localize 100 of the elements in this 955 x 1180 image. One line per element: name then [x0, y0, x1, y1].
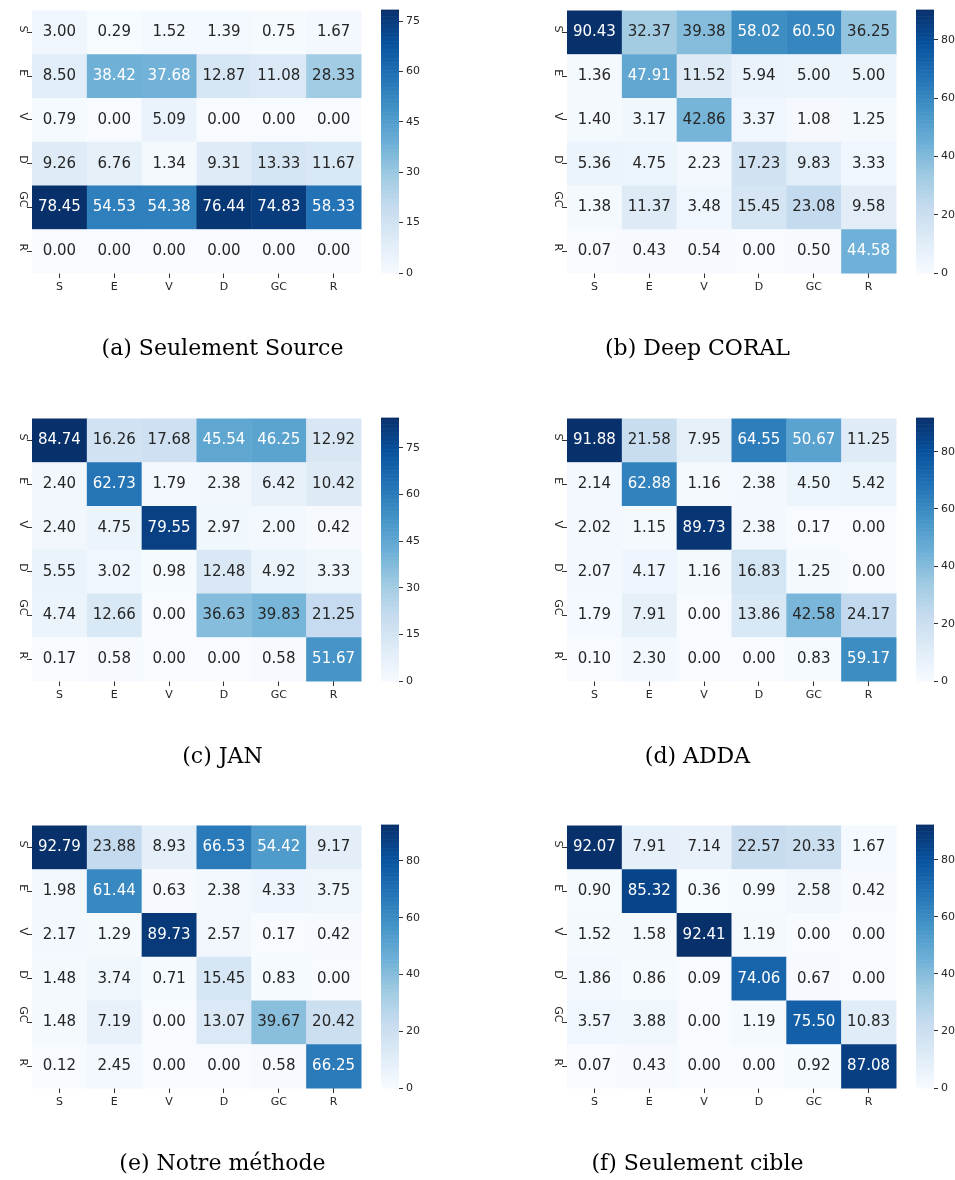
y-tick-label: S: [552, 25, 566, 33]
data-label: 0.00: [687, 1056, 721, 1075]
x-tick-label: D: [219, 280, 229, 294]
data-label: 0.71: [152, 968, 186, 987]
y-tick-label: D: [17, 155, 31, 164]
data-label: 85.32: [627, 881, 671, 900]
data-label: 4.74: [42, 605, 77, 624]
data-label: 54.42: [257, 837, 301, 856]
data-label: 4.33: [262, 881, 296, 900]
data-label: 0.00: [97, 109, 131, 128]
data-label: 0.00: [207, 649, 241, 668]
data-label: 0.17: [262, 924, 296, 943]
data-label: 5.00: [797, 66, 831, 85]
data-label: 38.42: [92, 66, 136, 85]
y-tick-label: S: [17, 25, 31, 33]
data-label: 0.00: [97, 241, 131, 260]
x-tick-label: D: [754, 688, 764, 702]
data-label: 6.42: [262, 474, 296, 493]
data-label: 1.67: [316, 22, 351, 41]
color-bar-label: 0: [406, 1080, 413, 1094]
data-label: 91.88: [572, 430, 616, 449]
x-tick-label: S: [590, 280, 598, 294]
color-bar-label: 40: [941, 966, 955, 980]
data-label: 3.33: [316, 561, 351, 580]
data-label: 0.00: [262, 109, 296, 128]
data-label: 3.74: [97, 968, 131, 987]
color-bar-label: 20: [941, 616, 955, 630]
color-bar-label: 0: [406, 265, 413, 279]
data-label: 0.00: [797, 924, 831, 943]
data-label: 47.91: [627, 66, 671, 85]
data-label: 2.14: [577, 474, 612, 493]
data-label: 2.00: [262, 517, 296, 536]
data-label: 3.48: [687, 197, 721, 216]
data-label: 59.17: [847, 649, 891, 668]
y-tick-label: V: [17, 520, 31, 529]
data-label: 39.38: [682, 22, 726, 41]
data-label: 5.00: [851, 66, 886, 85]
x-tick-label: R: [864, 688, 873, 702]
data-label: 7.91: [632, 837, 666, 856]
data-label: 17.23: [737, 153, 781, 172]
color-bar-label: 60: [406, 64, 420, 78]
data-label: 0.42: [316, 924, 351, 943]
data-label: 1.40: [577, 109, 612, 128]
data-label: 12.87: [202, 66, 246, 85]
data-label: 15.45: [737, 197, 781, 216]
data-label: 45.54: [202, 430, 246, 449]
data-label: 75.50: [792, 1012, 836, 1031]
color-bar-label: 60: [941, 909, 955, 923]
data-label: 2.23: [687, 153, 721, 172]
data-label: 58.02: [737, 22, 781, 41]
data-label: 1.58: [632, 924, 666, 943]
data-label: 79.55: [147, 517, 191, 536]
color-bar-label: 15: [406, 215, 420, 229]
data-label: 1.48: [42, 1012, 77, 1031]
x-tick-label: GC: [270, 280, 288, 294]
x-tick-label: D: [219, 688, 229, 702]
y-tick-label: R: [552, 243, 566, 252]
data-label: 3.02: [97, 561, 131, 580]
data-label: 0.63: [152, 881, 186, 900]
data-label: 0.36: [687, 881, 721, 900]
data-label: 4.50: [797, 474, 831, 493]
data-label: 0.90: [577, 881, 612, 900]
x-tick-label: S: [55, 280, 63, 294]
y-tick-label: V: [17, 927, 31, 936]
data-label: 61.44: [92, 881, 136, 900]
data-label: 36.25: [847, 22, 891, 41]
data-label: 4.17: [632, 561, 666, 580]
data-label: 4.75: [632, 153, 666, 172]
data-label: 74.83: [257, 197, 301, 216]
data-label: 2.38: [742, 474, 776, 493]
data-label: 54.53: [92, 197, 136, 216]
data-label: 7.14: [687, 837, 721, 856]
x-tick-label: V: [165, 688, 174, 702]
data-label: 5.42: [851, 474, 886, 493]
x-tick-label: V: [165, 1095, 174, 1109]
data-label: 0.07: [577, 241, 612, 260]
data-label: 39.83: [257, 605, 301, 624]
data-label: 1.36: [577, 66, 612, 85]
x-tick-label: GC: [805, 688, 823, 702]
data-label: 1.98: [42, 881, 77, 900]
data-label: 0.00: [316, 109, 351, 128]
data-label: 0.86: [632, 968, 666, 987]
y-tick-label: D: [17, 563, 31, 572]
x-tick-label: V: [700, 280, 709, 294]
data-label: 1.79: [577, 605, 612, 624]
data-label: 9.58: [851, 197, 886, 216]
color-bar-label: 0: [941, 673, 948, 687]
color-bar-label: 75: [406, 440, 420, 454]
data-label: 2.38: [742, 517, 776, 536]
x-tick-label: E: [110, 1095, 118, 1109]
data-label: 3.33: [851, 153, 886, 172]
color-bar-label: 60: [941, 501, 955, 515]
x-tick-label: E: [110, 280, 118, 294]
text: (a) Seulement Source: [100, 335, 345, 360]
data-label: 8.50: [42, 66, 77, 85]
x-tick-label: E: [110, 688, 118, 702]
data-label: 1.16: [687, 474, 721, 493]
data-label: 1.29: [97, 924, 131, 943]
data-label: 4.92: [262, 561, 296, 580]
data-label: 51.67: [312, 649, 356, 668]
